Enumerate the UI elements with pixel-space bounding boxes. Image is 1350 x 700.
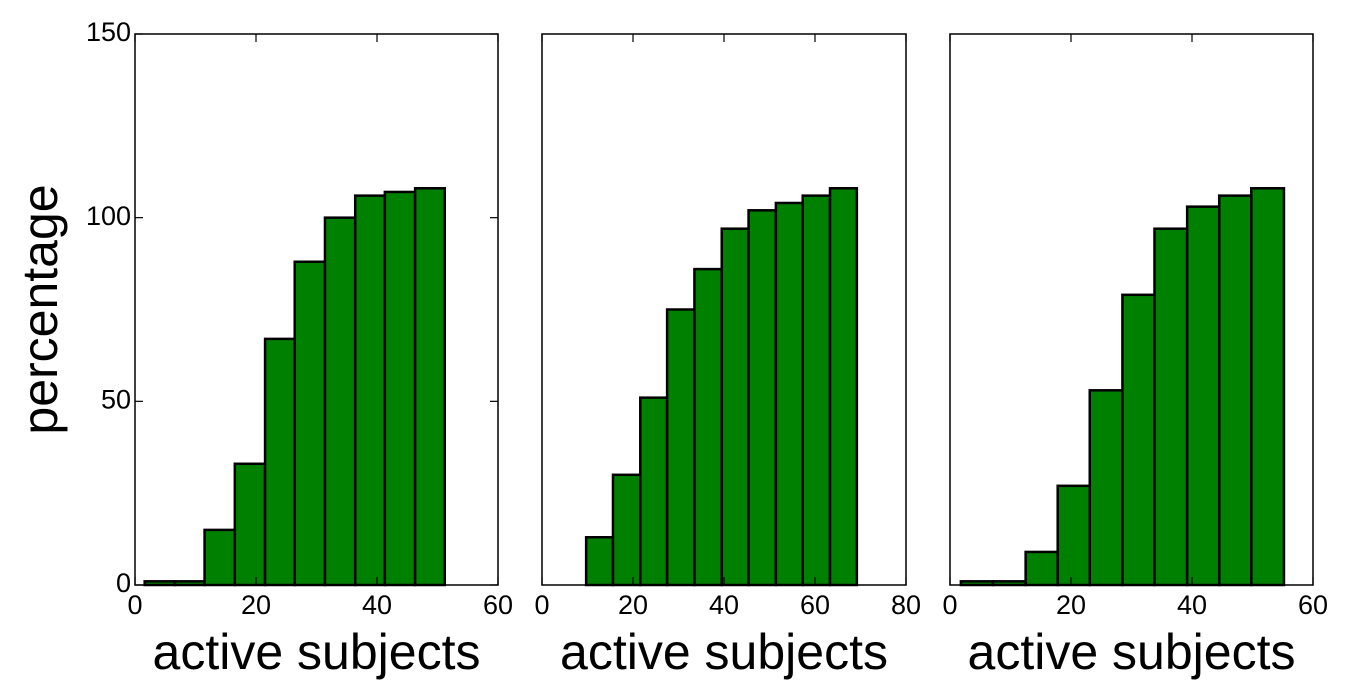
x-tick-label: 80 (891, 590, 921, 620)
bar (1121, 293, 1156, 587)
x-tick-label: 60 (1298, 590, 1328, 620)
y-axis-label: percentage (12, 184, 68, 434)
bar (413, 187, 447, 587)
bar (584, 535, 615, 587)
x-tick-label: 0 (534, 590, 549, 620)
panel: 0 20 40 60 0 50 100 150 active subjects percentag… (12, 17, 513, 680)
bar (1088, 389, 1124, 587)
x-tick-label: 20 (618, 590, 648, 620)
x-tick-label: 60 (483, 590, 513, 620)
x-tick-label: 20 (1056, 590, 1086, 620)
x-tick-label: 0 (127, 590, 142, 620)
bar (639, 396, 669, 587)
bar (383, 190, 417, 587)
y-tick-label: 50 (101, 384, 131, 414)
bar (774, 201, 804, 587)
bar (1250, 187, 1286, 587)
bar (233, 462, 267, 587)
x-axis-label: active subjects (560, 624, 888, 680)
plot-frame (134, 33, 499, 586)
bar (293, 260, 327, 587)
bar (1056, 484, 1092, 587)
x-tick-label: 20 (241, 590, 271, 620)
bar (747, 209, 778, 587)
bar (611, 473, 642, 587)
x-axis-label: active subjects (968, 624, 1296, 680)
bar (203, 528, 237, 587)
bar (720, 227, 750, 587)
bar (801, 194, 832, 587)
bar (263, 337, 296, 587)
x-tick-label: 0 (942, 590, 957, 620)
bar (828, 187, 859, 587)
bar (1024, 550, 1059, 587)
bar (693, 267, 723, 587)
bar (1185, 205, 1221, 587)
y-tick-label: 0 (116, 568, 131, 598)
x-tick-label: 40 (362, 590, 392, 620)
plot-frame (949, 33, 1314, 586)
bar (1217, 194, 1253, 587)
x-axis-label: active subjects (153, 624, 481, 680)
bar (665, 308, 696, 587)
bar (323, 216, 357, 587)
bar (1153, 227, 1189, 587)
y-tick-label: 150 (86, 17, 131, 47)
x-tick-label: 60 (800, 590, 830, 620)
x-tick-label: 40 (709, 590, 739, 620)
x-tick-label: 40 (1177, 590, 1207, 620)
y-tick-label: 100 (86, 201, 131, 231)
bar (353, 194, 387, 587)
